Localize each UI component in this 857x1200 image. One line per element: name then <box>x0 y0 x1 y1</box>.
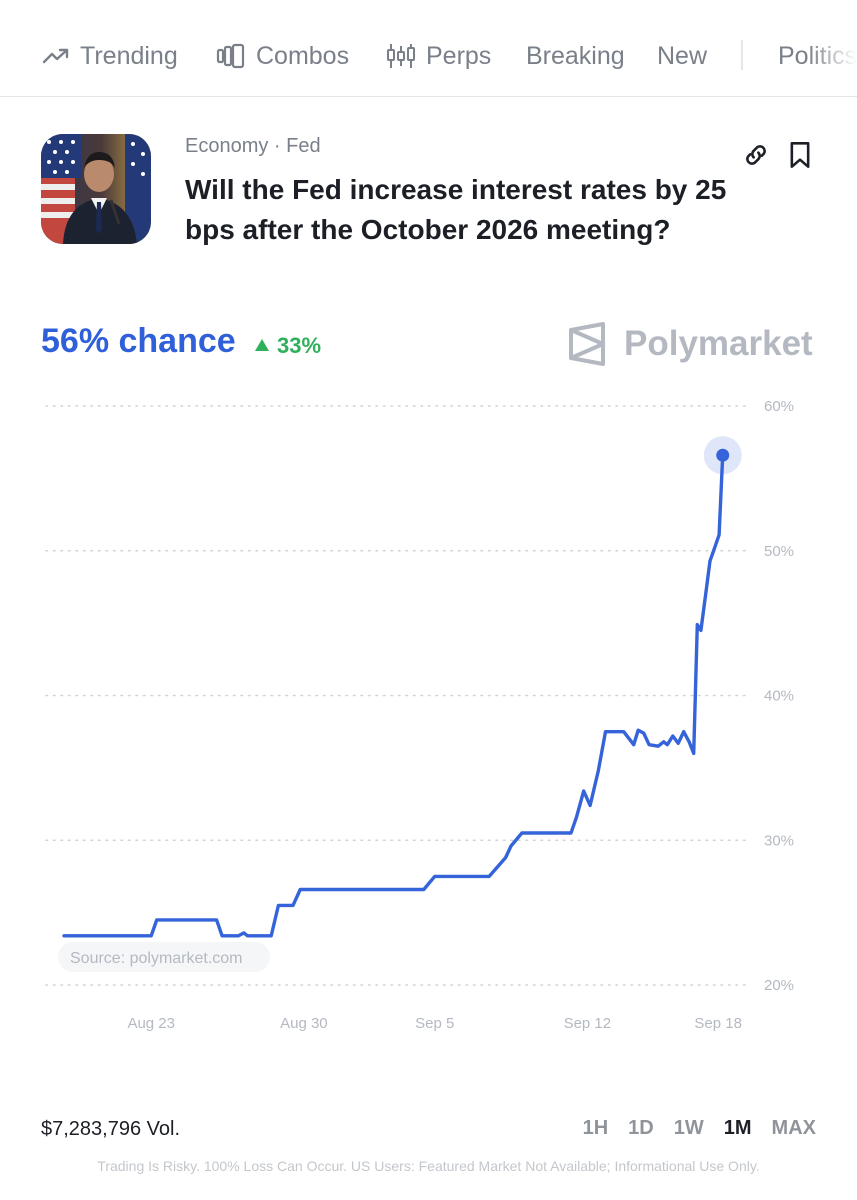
candlestick-icon <box>387 44 415 68</box>
x-tick-label: Sep 12 <box>564 1015 612 1032</box>
range-1h-button[interactable]: 1H <box>582 1117 609 1139</box>
x-tick-label: Sep 18 <box>694 1015 742 1032</box>
y-tick-label: 20% <box>764 977 794 994</box>
nav-tab-breaking[interactable]: Breaking <box>526 36 625 76</box>
nav-tab-label: Trending <box>80 41 178 70</box>
x-tick-label: Aug 30 <box>280 1015 328 1032</box>
range-1w-button[interactable]: 1W <box>673 1117 704 1139</box>
chance-value: 56% chance <box>41 322 236 360</box>
x-tick-label: Sep 5 <box>415 1015 454 1032</box>
brand-name: Polymarket <box>624 324 813 363</box>
combos-icon <box>216 43 245 69</box>
range-1m-button[interactable]: 1M <box>723 1117 752 1139</box>
x-tick-label: Aug 23 <box>127 1015 175 1032</box>
bookmark-button[interactable] <box>783 138 817 172</box>
y-tick-label: 30% <box>764 832 794 849</box>
y-tick-label: 50% <box>764 543 794 560</box>
trending-icon <box>42 48 69 64</box>
range-max-button[interactable]: MAX <box>771 1117 816 1139</box>
link-icon <box>746 145 766 165</box>
last-point-marker <box>716 448 730 462</box>
probability-chart[interactable]: 20% 30% 40% 50% 60% Aug 23 Aug 30 Sep 5 Sep 12 Se… <box>0 380 857 1050</box>
copy-link-button[interactable] <box>739 138 773 172</box>
nav-tab-combos[interactable]: Combos <box>216 36 349 76</box>
nav-tab-label: Combos <box>256 41 350 70</box>
chance-delta: 33% <box>255 333 321 359</box>
y-tick-label: 40% <box>764 688 794 705</box>
range-1d-button[interactable]: 1D <box>628 1117 654 1139</box>
nav-tab-trending[interactable]: Trending <box>42 36 178 76</box>
market-image <box>41 134 151 244</box>
nav-tab-label: Breaking <box>526 41 625 70</box>
nav-divider <box>741 40 743 70</box>
polymarket-logo-icon <box>569 322 605 366</box>
source-pill <box>58 942 270 972</box>
time-range-selector: 1H 1D 1W 1M MAX <box>583 1117 816 1140</box>
risk-disclaimer: Trading Is Risky. 100% Loss Can Occur. U… <box>97 1158 760 1174</box>
top-nav: Trending Combos Perps Breaking New Polit… <box>0 0 857 97</box>
market-title: Will the Fed increase interest rates by … <box>185 174 727 245</box>
series-line <box>62 453 725 938</box>
nav-tab-perps[interactable]: Perps <box>386 36 491 76</box>
market-category: Economy · Fed <box>185 135 321 157</box>
nav-scroll-fade <box>807 30 857 80</box>
bookmark-icon <box>790 142 810 168</box>
chance-delta-value: 33% <box>277 333 322 358</box>
nav-tab-new[interactable]: New <box>657 36 707 76</box>
y-tick-label: 60% <box>764 398 794 415</box>
source-label: Source: polymarket.com <box>70 950 243 967</box>
market-volume: $7,283,796 Vol. <box>41 1118 181 1140</box>
up-arrow-icon <box>255 339 269 351</box>
brand-watermark: Polymarket <box>568 322 813 366</box>
nav-tab-label: Perps <box>426 41 492 70</box>
nav-tab-label: New <box>657 41 708 70</box>
